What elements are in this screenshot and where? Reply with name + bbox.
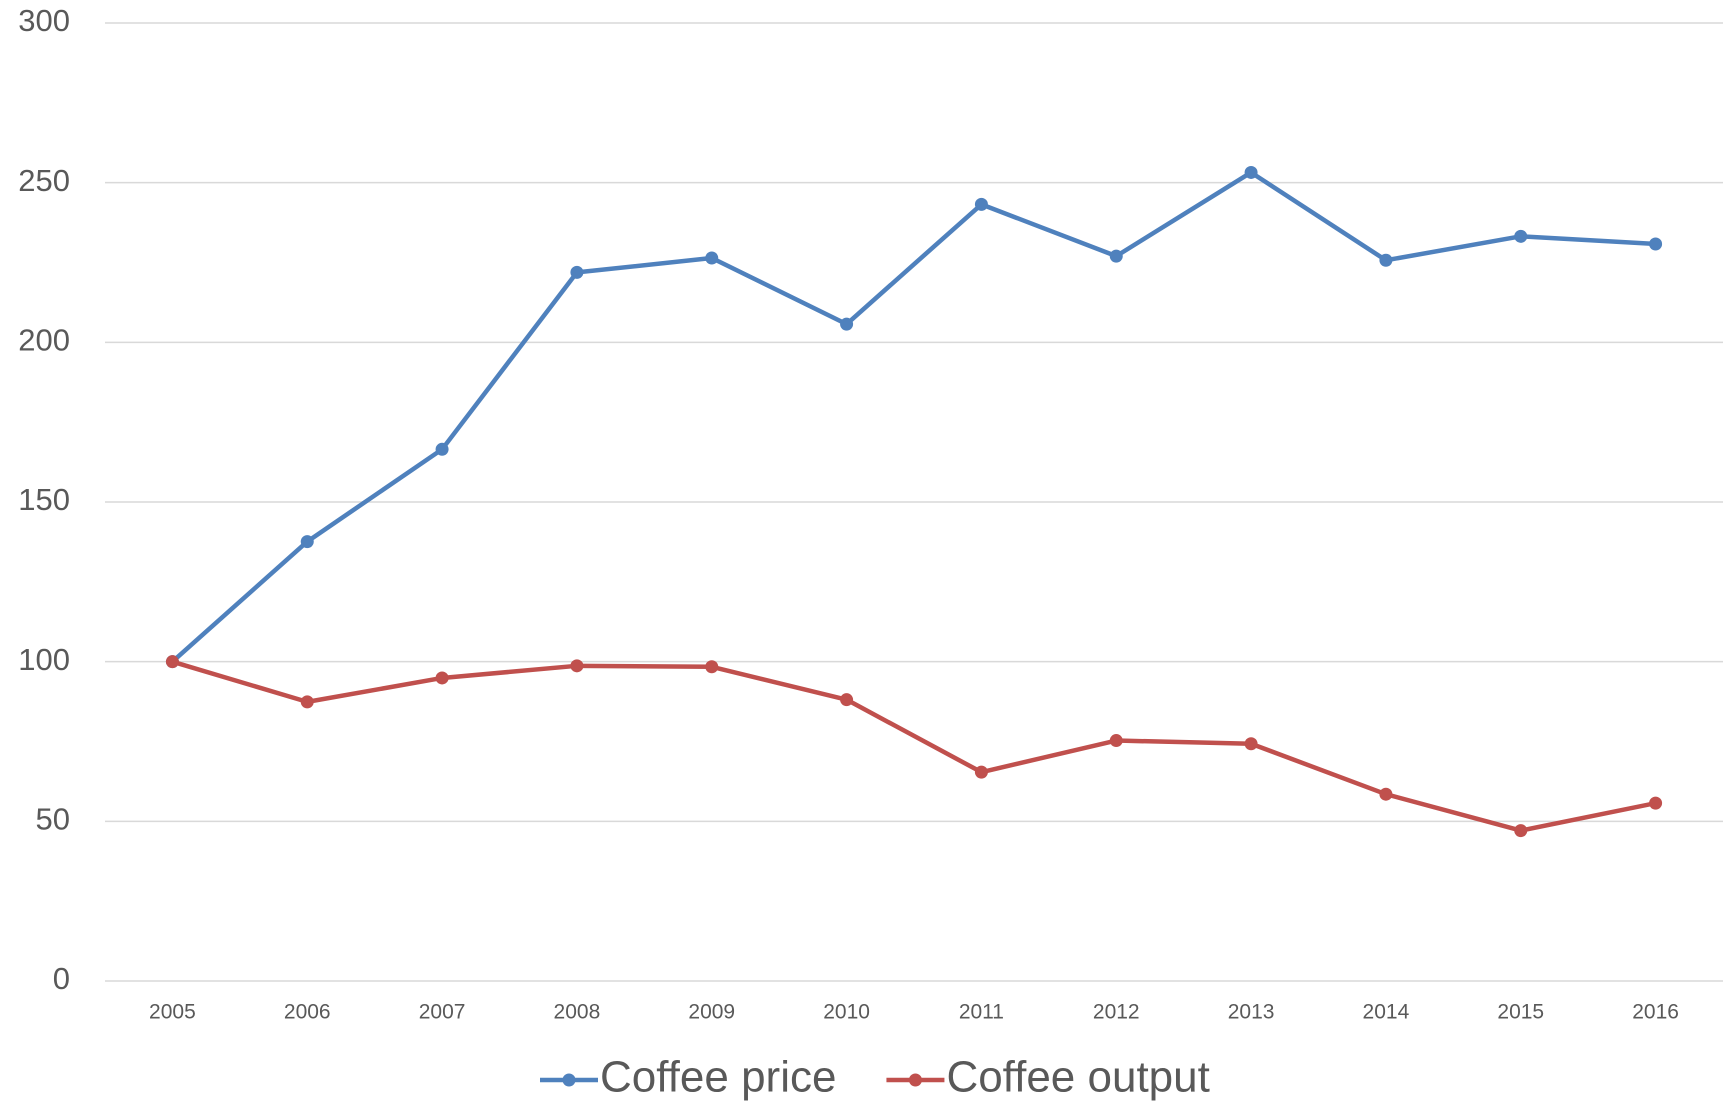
data-point xyxy=(300,695,314,709)
y-tick-label: 0 xyxy=(53,961,70,996)
data-point xyxy=(1649,796,1663,810)
x-tick-label: 2006 xyxy=(284,1001,331,1024)
data-point xyxy=(840,693,854,707)
series-line xyxy=(170,170,1656,664)
data-point xyxy=(1649,237,1663,251)
x-tick-label: 2014 xyxy=(1363,1001,1410,1024)
data-point xyxy=(300,535,314,549)
data-point xyxy=(1244,165,1258,179)
data-point xyxy=(705,660,719,674)
data-point xyxy=(1244,737,1258,751)
data-point xyxy=(974,765,988,779)
data-point xyxy=(570,265,584,279)
legend-label: Coffee price xyxy=(600,1053,836,1102)
legend-marker xyxy=(562,1073,576,1087)
x-tick-label: 2012 xyxy=(1093,1001,1140,1024)
x-tick-label: 2015 xyxy=(1497,1001,1544,1024)
legend-marker xyxy=(908,1073,922,1087)
data-point xyxy=(1514,824,1528,838)
x-tick-label: 2013 xyxy=(1228,1001,1275,1024)
data-point xyxy=(705,251,719,265)
data-point xyxy=(1109,734,1123,748)
x-tick-label: 2011 xyxy=(959,1001,1004,1024)
y-tick-label: 300 xyxy=(18,3,70,38)
x-tick-label: 2010 xyxy=(823,1001,870,1024)
x-tick-label: 2016 xyxy=(1632,1001,1679,1024)
legend-label: Coffee output xyxy=(946,1053,1209,1102)
y-tick-label: 100 xyxy=(18,642,70,677)
data-point xyxy=(435,442,449,456)
data-point xyxy=(570,659,584,673)
data-point xyxy=(435,671,449,685)
y-tick-label: 250 xyxy=(18,163,70,198)
x-tick-label: 2008 xyxy=(554,1001,601,1024)
x-tick-label: 2007 xyxy=(419,1001,466,1024)
data-point xyxy=(1379,253,1393,267)
data-point xyxy=(1109,249,1123,263)
x-tick-label: 2009 xyxy=(688,1001,735,1024)
y-tick-label: 150 xyxy=(18,482,70,517)
data-point xyxy=(165,655,179,669)
y-tick-label: 200 xyxy=(18,323,70,358)
data-point xyxy=(974,197,988,211)
y-tick-label: 50 xyxy=(36,802,70,837)
x-tick-label: 2005 xyxy=(149,1001,196,1024)
series-line xyxy=(171,659,1657,833)
data-point xyxy=(840,317,854,331)
data-point xyxy=(1514,229,1528,243)
data-point xyxy=(1379,787,1393,801)
